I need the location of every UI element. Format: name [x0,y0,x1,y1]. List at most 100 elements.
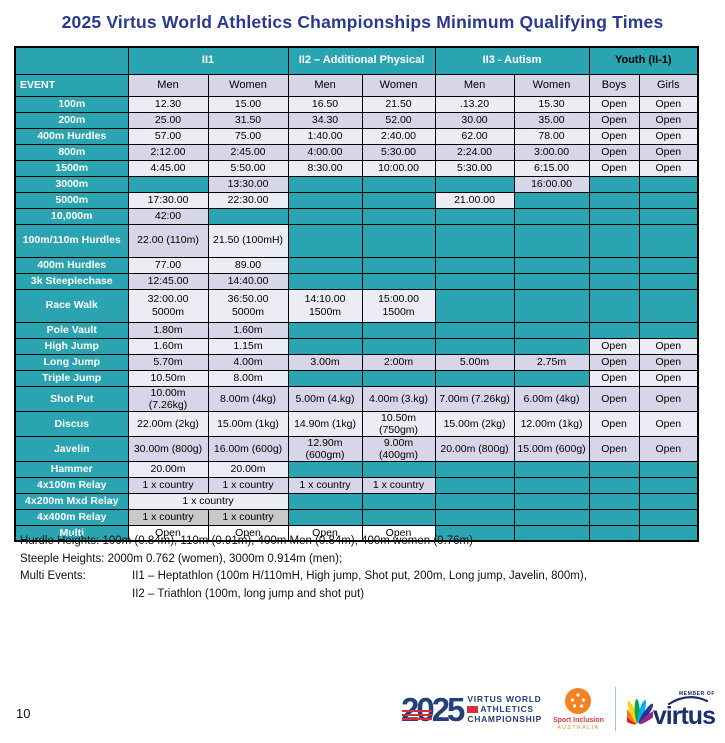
value-cell [287,207,363,225]
value-cell: Open [287,524,363,542]
value-cell [638,272,699,290]
footer-logos: 2025 VIRTUS WORLD ATHLETICS CHAMPIONSHIP [401,687,716,731]
event-cell: 10,000m [14,207,129,225]
value-cell: 13:30.00 [207,175,289,193]
event-cell: Hammer [14,460,129,478]
value-cell: 30.00 [434,111,515,129]
value-cell: Open [588,143,640,161]
value-cell: 5:50.00 [207,159,289,177]
value-cell: Open [588,369,640,387]
value-cell: 22.00 (110m) [127,223,209,258]
value-cell: 14:10.00 1500m [287,288,363,323]
value-cell [434,476,515,494]
value-cell: 10.00m (7.26kg) [127,385,209,412]
value-cell: 5:30.00 [361,143,436,161]
event-cell: 1500m [14,159,129,177]
value-cell: Open [588,353,640,371]
value-cell: 14.90m (1kg) [287,410,363,437]
value-cell: Open [127,524,209,542]
value-cell: 20.00m (800g) [434,435,515,462]
table-row: 10,000m 42:00 [14,207,699,225]
value-cell [434,288,515,323]
event-cell: 5000m [14,191,129,209]
event-cell: 200m [14,111,129,129]
value-cell [588,460,640,478]
value-cell [287,191,363,209]
group-header-cell: II2 – Additional Physical [287,46,436,75]
value-cell [513,524,590,542]
value-cell: 35.00 [513,111,590,129]
value-cell: 36:50.00 5000m [207,288,289,323]
value-cell: Open [588,111,640,129]
value-cell [434,207,515,225]
value-cell [434,272,515,290]
value-cell [513,508,590,526]
championship-line1: VIRTUS WORLD [467,694,542,704]
value-cell: Open [588,127,640,145]
value-cell: Open [638,127,699,145]
value-cell: 4.00m (3.kg) [361,385,436,412]
value-cell: 78.00 [513,127,590,145]
value-cell: 57.00 [127,127,209,145]
value-cell [588,524,640,542]
value-cell: 1 x country [287,476,363,494]
notes-block: Hurdle Heights: 100m (0.84m), 110m (0.91… [20,533,710,603]
gender-header-cell: Girls [638,73,699,97]
sport-inclusion-name: Sport Inclusion [552,717,604,724]
value-cell: 1.60m [127,337,209,355]
value-cell [513,272,590,290]
value-cell [588,272,640,290]
table-row: Hammer 20.00m 20.00m [14,460,699,478]
table-row: 1500m 4:45.00 5:50.00 8:30.00 10:00.00 5:30.0… [14,159,699,177]
value-cell: Open [588,337,640,355]
event-cell: Discus [14,410,129,437]
red-bar-decoration [467,705,479,713]
value-cell [287,321,363,339]
value-cell: 1.60m [207,321,289,339]
value-cell: 14:40.00 [207,272,289,290]
value-cell: 6.00m (4kg) [513,385,590,412]
virtus-wordmark: virtus [652,702,716,730]
value-cell: 6:15.00 [513,159,590,177]
value-cell: 20.00m [127,460,209,478]
value-cell: 21.50 (100mH) [207,223,289,258]
event-cell: Pole Vault [14,321,129,339]
event-cell: 4x400m Relay [14,508,129,526]
value-cell: 16:00.00 [513,175,590,193]
value-cell [638,288,699,323]
value-cell: 22:30.00 [207,191,289,209]
value-cell: 2.75m [513,353,590,371]
value-cell: 2:45.00 [207,143,289,161]
value-cell [361,369,436,387]
logo-divider [614,687,616,731]
value-cell: 89.00 [207,256,289,274]
value-cell: 32:00.00 5000m [127,288,209,323]
value-cell [434,256,515,274]
value-cell: 4:45.00 [127,159,209,177]
value-cell: 15.00 [207,95,289,113]
table-row: 5000m 17:30.00 22:30.00 21.00.00 [14,191,699,209]
multi-events-label: Multi Events: [20,570,86,582]
value-cell [638,492,699,510]
event-cell: Long Jump [14,353,129,371]
value-cell [588,476,640,494]
gender-header-cell: Women [513,73,590,97]
table-row: Javelin 30.00m (800g) 16.00m (600g) 12.90m … [14,435,699,462]
group-header-cell: II1 [127,46,289,75]
table-row: 3000m 13:30.00 16:00.00 [14,175,699,193]
event-cell: 4x200m Mxd Relay [14,492,129,510]
value-cell: 10:00.00 [361,159,436,177]
member-of-label: MEMBER OF [679,690,715,697]
value-cell: 7.00m (7.26kg) [434,385,515,412]
value-cell [588,508,640,526]
value-cell [361,272,436,290]
value-cell: 1 x country [207,508,289,526]
value-cell [513,369,590,387]
group-header-cell [14,46,129,75]
value-cell [361,191,436,209]
value-cell [513,288,590,323]
table-row: 3k Steeplechase 12:45.00 14:40.00 [14,272,699,290]
value-cell: Open [207,524,289,542]
event-cell: Javelin [14,435,129,462]
